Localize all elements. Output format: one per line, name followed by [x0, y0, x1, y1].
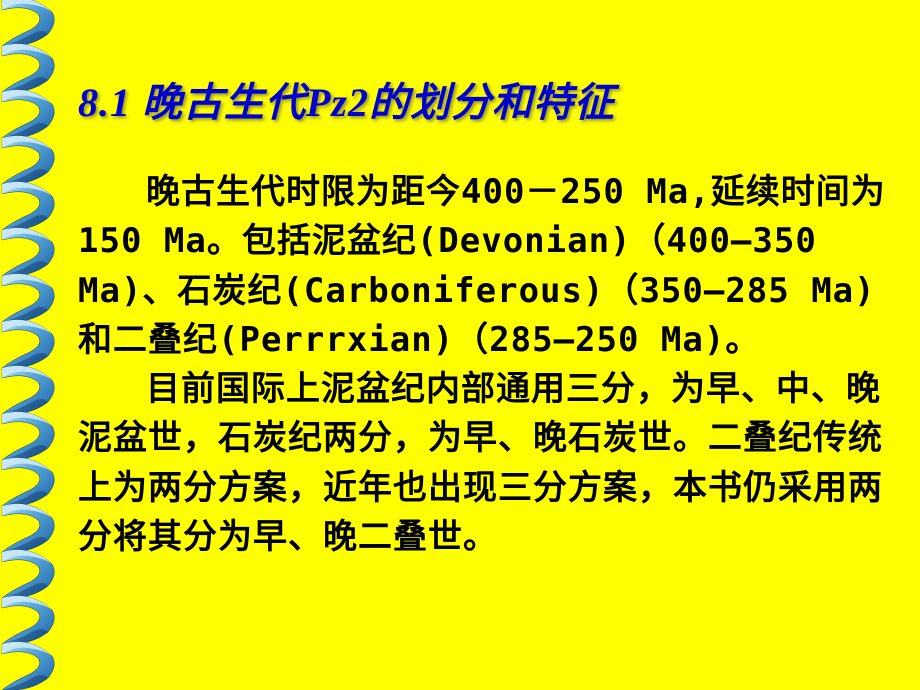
- slide-content: 8.1 晚古生代Pz2的划分和特征 晚古生代时限为距今400－250 Ma,延续…: [78, 70, 898, 562]
- paragraph-2: 目前国际上泥盆纪内部通用三分，为早、中、晚泥盆世，石炭纪两分，为早、晚石炭世。二…: [78, 365, 898, 562]
- slide-title: 8.1 晚古生代Pz2的划分和特征: [78, 70, 898, 128]
- paragraph-1: 晚古生代时限为距今400－250 Ma,延续时间为150 Ma。包括泥盆纪(De…: [78, 168, 898, 365]
- spiral-binding: [0, 0, 60, 690]
- slide-body: 晚古生代时限为距今400－250 Ma,延续时间为150 Ma。包括泥盆纪(De…: [78, 168, 898, 562]
